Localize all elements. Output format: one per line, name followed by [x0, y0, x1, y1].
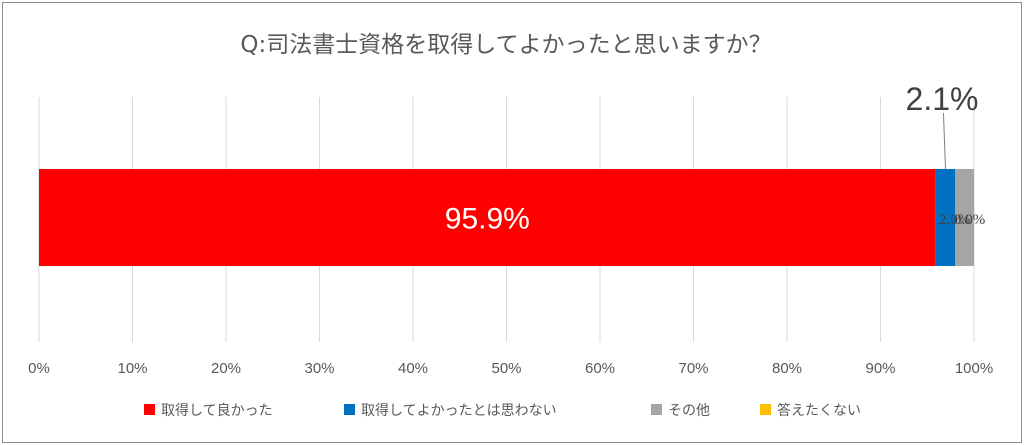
data-label-2: 2.0%: [939, 212, 970, 228]
legend-label: その他: [668, 403, 710, 419]
data-label-0: 95.9%: [445, 203, 530, 236]
legend-swatch: [344, 404, 355, 415]
legend-item-1: 取得してよかったとは思わない: [344, 402, 557, 419]
x-tick-label: 80%: [772, 360, 802, 377]
legend-label: 答えたくない: [777, 402, 861, 419]
x-axis-ticks: 0% 10% 20% 30% 40% 50% 60% 70% 80% 90% 100%: [28, 360, 993, 377]
stacked-bar: [39, 169, 974, 266]
x-tick-label: 10%: [117, 360, 147, 377]
x-tick-label: 30%: [304, 360, 334, 377]
x-tick-label: 100%: [955, 360, 993, 377]
data-labels: 95.9% 2.1% 2.0%0.0%: [445, 81, 985, 236]
x-tick-label: 40%: [398, 360, 428, 377]
x-tick-label: 70%: [678, 360, 708, 377]
legend-item-0: 取得して良かった: [144, 402, 273, 419]
bar-segment-2: [955, 169, 974, 266]
x-tick-label: 90%: [865, 360, 895, 377]
x-tick-label: 0%: [28, 360, 50, 377]
legend-item-3: 答えたくない: [760, 402, 861, 419]
legend-item-2: その他: [651, 403, 710, 419]
legend-swatch: [760, 404, 771, 415]
x-tick-label: 60%: [585, 360, 615, 377]
bar-segment-0: [39, 169, 936, 266]
legend: 取得して良かった 取得してよかったとは思わない その他 答えたくない: [144, 402, 861, 419]
legend-swatch: [651, 404, 662, 415]
bar-segment-1: [935, 169, 956, 266]
data-label-1: 2.1%: [906, 81, 979, 117]
legend-label: 取得してよかったとは思わない: [361, 402, 557, 419]
chart-title: Q:司法書士資格を取得してよかったと思いますか？: [240, 32, 771, 58]
leader-line: [942, 112, 946, 170]
data-label-3: 0.0%: [954, 212, 985, 228]
x-tick-label: 20%: [211, 360, 241, 377]
legend-label: 取得して良かった: [161, 402, 273, 419]
legend-swatch: [144, 404, 155, 415]
x-tick-label: 50%: [491, 360, 521, 377]
